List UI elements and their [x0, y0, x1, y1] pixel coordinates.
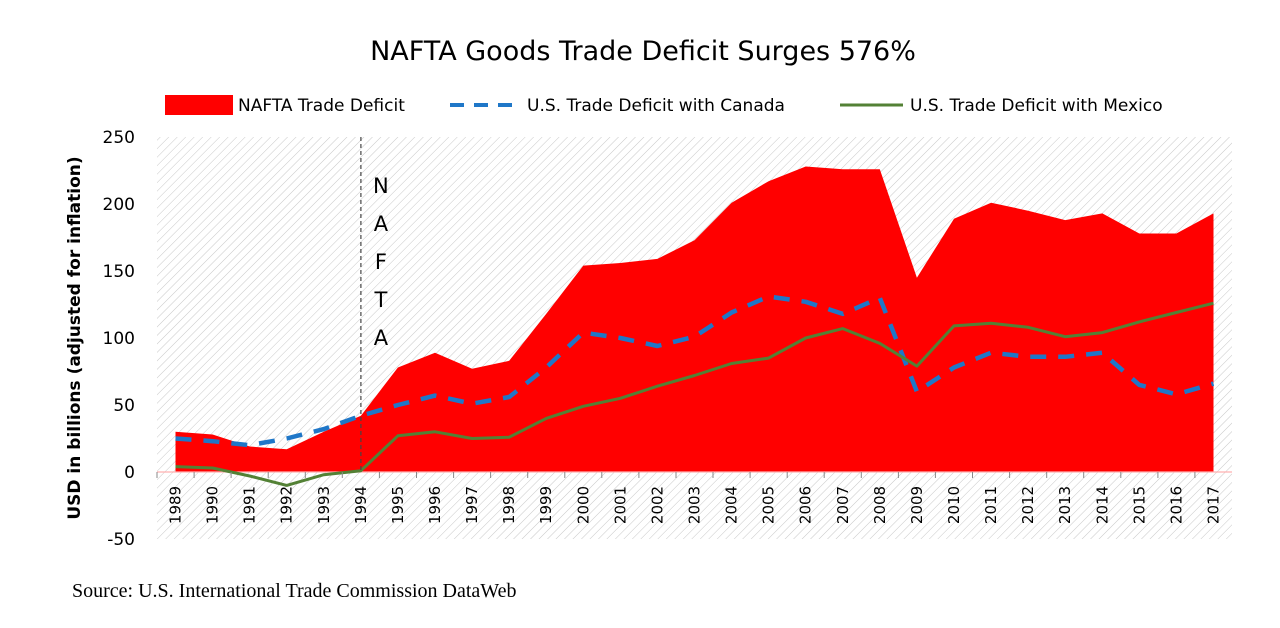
- x-tick-label: 2002: [648, 486, 666, 524]
- x-tick-label: 1990: [204, 486, 222, 524]
- y-tick-label: 100: [103, 329, 135, 349]
- x-tick-label: 1991: [241, 486, 259, 524]
- x-tick-label: 2005: [760, 486, 778, 524]
- x-tick-label: 1997: [463, 486, 481, 524]
- y-tick-label: 150: [103, 262, 135, 282]
- legend: NAFTA Trade Deficit U.S. Trade Deficit w…: [165, 95, 1163, 116]
- x-tick-label: 2003: [686, 486, 704, 524]
- x-tick-label: 1992: [278, 486, 296, 524]
- legend-label-canada: U.S. Trade Deficit with Canada: [527, 96, 785, 116]
- y-axis: -50 0 50 100 150 200 250: [103, 128, 135, 550]
- x-tick-label: 1993: [315, 486, 333, 524]
- legend-label-nafta: NAFTA Trade Deficit: [238, 96, 405, 116]
- source-note: Source: U.S. International Trade Commiss…: [72, 580, 517, 602]
- x-tick-label: 2016: [1167, 486, 1185, 524]
- x-tick-label: 2000: [574, 486, 592, 524]
- legend-label-mexico: U.S. Trade Deficit with Mexico: [910, 96, 1163, 116]
- line-u-s-trade-deficit-with-canada: [175, 294, 1215, 448]
- y-tick-label: 250: [103, 128, 135, 148]
- x-tick-label: 2011: [982, 486, 1000, 524]
- y-tick-label: 50: [113, 396, 135, 416]
- x-tick-label: 1996: [426, 486, 444, 524]
- y-tick-label: 0: [124, 463, 135, 483]
- x-tick-label: 2010: [945, 486, 963, 524]
- x-tick-label: 1995: [389, 486, 407, 524]
- line-u-s-trade-deficit-with-mexico: [175, 301, 1214, 487]
- line-layer: [175, 294, 1215, 487]
- chart: NAFTA Goods Trade Deficit Surges 576% NA…: [65, 36, 1232, 550]
- x-tick-label: 2015: [1130, 486, 1148, 524]
- x-tick-label: 2001: [611, 486, 629, 524]
- x-tick-label: 2012: [1019, 486, 1037, 524]
- x-tick-label: 2004: [723, 486, 741, 524]
- x-tick-label: 2017: [1205, 486, 1223, 524]
- x-tick-label: 1998: [500, 486, 518, 524]
- x-tick-label: 2006: [797, 486, 815, 524]
- chart-title: NAFTA Goods Trade Deficit Surges 576%: [370, 36, 916, 67]
- x-tick-label: 1999: [537, 486, 555, 524]
- x-tick-label: 2009: [908, 486, 926, 524]
- x-tick-label: 1994: [352, 486, 370, 524]
- legend-swatch-nafta: [165, 95, 233, 115]
- y-axis-label: USD in billions (adjusted for inflation): [65, 156, 85, 519]
- x-tick-label: 2007: [834, 486, 852, 524]
- x-tick-label: 1989: [167, 486, 185, 524]
- x-tick-label: 2008: [871, 486, 889, 524]
- x-tick-label: 2014: [1093, 486, 1111, 524]
- x-axis: 1989 1990 1991 1992 1993 1994 1995 1996 1997 1998…: [156, 472, 1223, 524]
- x-tick-label: 2013: [1056, 486, 1074, 524]
- y-tick-label: -50: [107, 530, 135, 550]
- y-tick-label: 200: [103, 195, 135, 215]
